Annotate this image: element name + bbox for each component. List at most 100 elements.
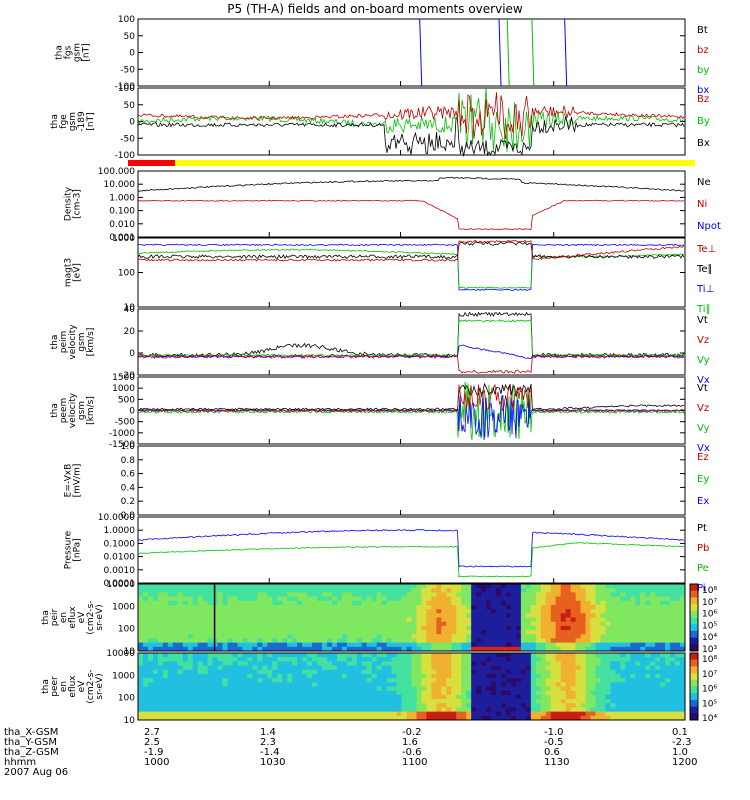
spectrogram-cell	[505, 665, 512, 671]
spectrogram-cell	[401, 588, 407, 593]
spectrogram-cell	[227, 625, 233, 631]
spectrogram-cell	[630, 609, 636, 614]
spectrogram-cell	[520, 642, 527, 648]
spectrogram-cell	[172, 665, 179, 671]
spectrogram-cell	[391, 617, 397, 623]
spectrogram-cell	[212, 669, 218, 675]
spectrogram-cell	[451, 657, 457, 662]
spectrogram-cell	[510, 630, 517, 635]
spectrogram-cell	[292, 699, 298, 704]
spectrogram-cell	[411, 673, 417, 679]
spectrogram-cell	[560, 682, 567, 687]
spectrogram-cell	[267, 682, 273, 687]
spectrogram-cell	[496, 699, 502, 704]
spectrogram-cell	[341, 653, 348, 658]
spectrogram-cell	[302, 596, 308, 602]
spectrogram-cell	[401, 711, 407, 717]
spectrogram-cell	[142, 592, 149, 597]
spectrogram-cell	[645, 592, 651, 597]
spectrogram-cell	[317, 630, 323, 635]
spectrogram-cell	[406, 604, 412, 610]
spectrogram-cell	[381, 694, 388, 700]
spectrogram-cell	[545, 678, 552, 683]
spectrogram-cell	[421, 686, 427, 692]
spectrogram-cell	[312, 678, 318, 683]
spectrogram-cell	[426, 665, 432, 671]
colorbar-tick-label: 10⁴	[702, 714, 717, 724]
spectrogram-cell	[421, 642, 427, 648]
ephem-cell: -1.0	[544, 727, 564, 738]
spectrogram-cell	[138, 604, 144, 610]
spectrogram-cell	[451, 699, 457, 704]
spectrogram-cell	[307, 642, 313, 648]
spectrogram-cell	[282, 630, 288, 635]
legend-Ti⊥: Ti⊥	[696, 284, 714, 295]
spectrogram-cell	[660, 600, 666, 606]
spectrogram-cell	[476, 690, 482, 696]
spectrogram-cell	[396, 617, 402, 623]
spectrogram-cell	[317, 600, 323, 606]
spectrogram-cell	[670, 604, 676, 610]
spectrogram-cell	[441, 682, 447, 687]
spectrogram-cell	[371, 678, 378, 683]
spectrogram-cell	[396, 653, 402, 658]
spectrogram-cell	[555, 653, 562, 658]
spectrogram-cell	[625, 669, 631, 675]
spectrogram-cell	[525, 630, 532, 635]
spectrogram-cell	[515, 686, 522, 692]
spectrogram-cell	[620, 682, 626, 687]
status-bar-red	[128, 160, 175, 166]
spectrogram-cell	[326, 699, 333, 704]
spectrogram-cell	[481, 657, 487, 662]
spectrogram-cell	[138, 596, 144, 602]
spectrogram-cell	[401, 638, 407, 644]
spectrogram-cell	[272, 617, 278, 623]
spectrogram-cell	[530, 653, 537, 658]
spectrogram-cell	[501, 699, 507, 704]
spectrogram-cell	[650, 604, 656, 610]
spectrogram-cell	[660, 703, 666, 708]
spectrogram-cell	[680, 661, 686, 666]
spectrogram-cell	[570, 592, 576, 597]
spectrogram-cell	[520, 588, 527, 593]
spectrogram-cell	[570, 630, 576, 635]
spectrogram-cell	[615, 621, 621, 627]
spectrogram-cell	[515, 634, 522, 639]
spectrogram-cell	[282, 600, 288, 606]
spectrogram-cell	[262, 715, 268, 721]
spectrogram-cell	[277, 600, 283, 606]
spectrogram-cell	[182, 592, 189, 597]
spectrogram-cell	[451, 588, 457, 593]
spectrogram-cell	[491, 715, 497, 721]
spectrogram-cell	[575, 638, 581, 644]
spectrogram-cell	[411, 707, 417, 713]
spectrogram-cell	[461, 694, 467, 700]
spectrogram-cell	[391, 653, 397, 658]
spectrogram-cell	[655, 711, 661, 717]
spectrogram-cell	[222, 694, 228, 700]
spectrogram-cell	[277, 653, 283, 658]
spectrogram-cell	[605, 617, 611, 623]
spectrogram-cell	[525, 673, 532, 679]
spectrogram-cell	[321, 588, 328, 593]
spectrogram-cell	[237, 584, 243, 589]
spectrogram-cell	[202, 707, 209, 713]
spectrogram-cell	[376, 604, 383, 610]
spectrogram-cell	[302, 630, 308, 635]
spectrogram-cell	[346, 638, 353, 644]
spectrogram-cell	[545, 657, 552, 662]
spectrogram-cell	[655, 673, 661, 679]
legend-Pi: Pi	[697, 583, 706, 594]
spectrogram-cell	[232, 707, 238, 713]
spectrogram-cell	[247, 661, 253, 666]
spectrogram-cell	[501, 588, 507, 593]
spectrogram-cell	[550, 694, 557, 700]
spectrogram-cell	[680, 703, 686, 708]
spectrogram-cell	[575, 673, 581, 679]
y-axis-label-line: gsm	[77, 332, 87, 351]
spectrogram-cell	[486, 646, 492, 652]
spectrogram-cell	[376, 625, 383, 631]
spectrogram-cell	[471, 613, 477, 618]
spectrogram-cell	[346, 600, 353, 606]
spectrogram-cell	[262, 604, 268, 610]
